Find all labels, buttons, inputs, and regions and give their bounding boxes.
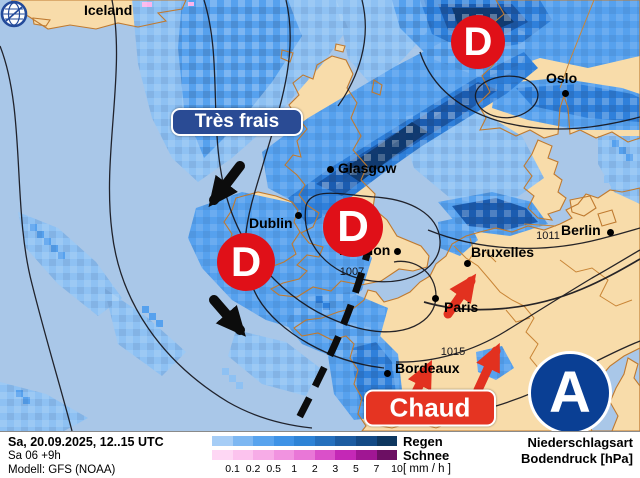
tick-label: 0.5 — [266, 463, 281, 475]
tick-label: 0.1 — [225, 463, 240, 475]
colorbar-ticks: 0.1 0.2 0.5 1 2 3 5 7 10 — [212, 463, 403, 475]
snow-label: Schnee — [403, 448, 450, 463]
legend-bar: Sa, 20.09.2025, 12..15 UTC Sa 06 +9h Mod… — [0, 431, 640, 478]
city-dot — [464, 260, 471, 267]
snow-segment — [376, 450, 398, 460]
city-dot — [295, 212, 302, 219]
city-label: Dublin — [249, 215, 293, 231]
unit-label: [ mm / h ] — [403, 463, 451, 475]
pressure-center-d: D — [451, 15, 505, 69]
isobar-value: 1015 — [440, 346, 466, 358]
snow-segment — [212, 450, 233, 460]
isobars — [0, 0, 640, 431]
tick-label: 7 — [373, 463, 380, 475]
rain-segment — [232, 436, 254, 446]
city-label: Iceland — [84, 2, 133, 18]
cold-arrow-southwest — [208, 161, 245, 208]
tick-label: 5 — [352, 463, 359, 475]
city-label: Bordeaux — [395, 360, 460, 376]
city-dot — [432, 295, 439, 302]
snow-segment — [335, 450, 356, 460]
valid-time: Sa, 20.09.2025, 12..15 UTC — [8, 435, 164, 449]
annotation-tr-s-frais: Très frais — [171, 108, 303, 136]
run-step: Sa 06 +9h — [8, 450, 61, 462]
map-graphic — [0, 0, 640, 431]
rain-segment — [314, 436, 336, 446]
tick-label: 10 — [391, 463, 403, 475]
snow-segment — [253, 450, 274, 460]
pressure-center-d: D — [217, 233, 275, 291]
rain-segment — [335, 436, 356, 446]
precip-type-label: Niederschlagsart — [527, 435, 634, 450]
rain-segment — [253, 436, 274, 446]
snow-segment — [232, 450, 254, 460]
snow-segment — [273, 450, 295, 460]
rain-segment — [376, 436, 398, 446]
rain-colorbar — [212, 436, 398, 446]
city-dot — [562, 90, 569, 97]
tick-label: 2 — [311, 463, 318, 475]
map-overlay: IcelandOsloGlasgowDublinLondonBruxellesP… — [84, 2, 614, 435]
rain-segment — [355, 436, 377, 446]
snow-colorbar — [212, 450, 398, 460]
rain-segment — [294, 436, 315, 446]
rain-segment — [273, 436, 295, 446]
isobar-value: 1007 — [339, 266, 365, 278]
isobar-value: 1011 — [536, 230, 560, 242]
city-dot — [607, 229, 614, 236]
city-label: Bruxelles — [471, 244, 535, 260]
tick-label: 0.2 — [245, 463, 261, 475]
city-label: Paris — [444, 299, 479, 315]
snow-segment — [355, 450, 377, 460]
city-dot — [327, 166, 334, 173]
pressure-center-d: D — [323, 197, 383, 257]
warm-arrow-brussels — [443, 273, 477, 319]
tick-label: 3 — [332, 463, 339, 475]
cold-arrow-southeast — [209, 295, 246, 337]
rain-label: Regen — [403, 434, 443, 449]
city-label: Glasgow — [338, 160, 397, 176]
pressure-center-a: A — [528, 351, 612, 435]
city-dot — [384, 370, 391, 377]
city-dot — [394, 248, 401, 255]
city-label: Oslo — [546, 70, 578, 86]
cold-air-arrows — [208, 161, 246, 337]
annotation-chaud: Chaud — [364, 389, 496, 427]
snow-segment — [314, 450, 336, 460]
city-label: Berlin — [561, 222, 601, 238]
warm-arrow-alps — [473, 342, 501, 395]
weather-map[interactable]: IcelandOsloGlasgowDublinLondonBruxellesP… — [0, 0, 640, 435]
snow-segment — [294, 450, 315, 460]
rain-segment — [212, 436, 233, 446]
tick-label: 1 — [291, 463, 298, 475]
model-name: Modell: GFS (NOAA) — [8, 464, 116, 476]
pressure-label: Bodendruck [hPa] — [521, 451, 633, 466]
globe-logo-icon — [0, 0, 28, 28]
